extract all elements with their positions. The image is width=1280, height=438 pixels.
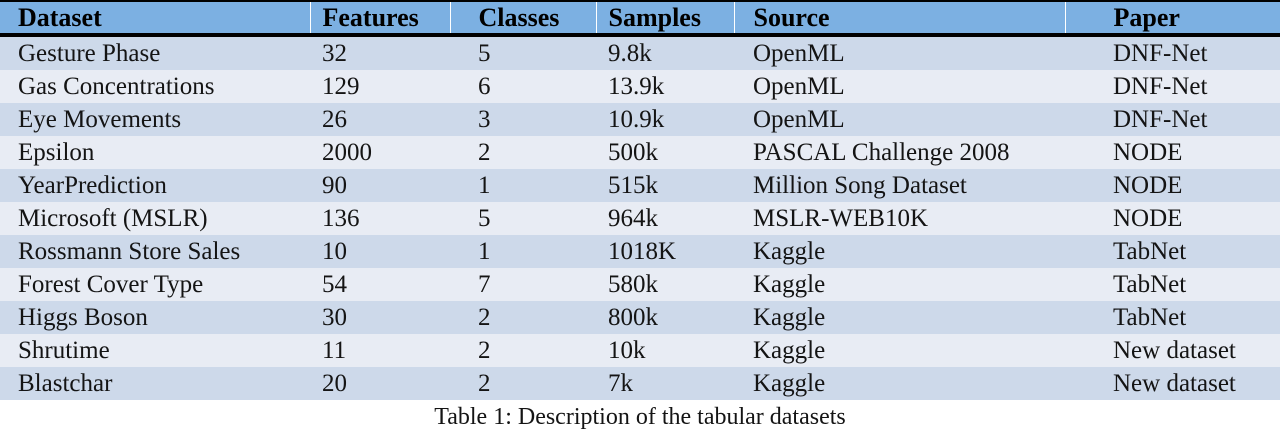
- cell-source: Million Song Dataset: [734, 169, 1065, 202]
- cell-classes: 7: [450, 268, 596, 301]
- cell-paper: NODE: [1065, 136, 1280, 169]
- cell-source: PASCAL Challenge 2008: [734, 136, 1065, 169]
- cell-features: 20: [310, 367, 450, 400]
- cell-classes: 5: [450, 33, 596, 70]
- cell-samples: 7k: [596, 367, 734, 400]
- cell-classes: 5: [450, 202, 596, 235]
- table-row: Eye Movements 26 3 10.9k OpenML DNF-Net: [0, 103, 1280, 136]
- cell-classes: 1: [450, 169, 596, 202]
- cell-source: OpenML: [734, 70, 1065, 103]
- table-row: YearPrediction 90 1 515k Million Song Datase…: [0, 169, 1280, 202]
- cell-samples: 964k: [596, 202, 734, 235]
- cell-samples: 800k: [596, 301, 734, 334]
- cell-features: 54: [310, 268, 450, 301]
- table-row: Microsoft (MSLR) 136 5 964k MSLR-WEB10K NODE: [0, 202, 1280, 235]
- table-row: Gesture Phase 32 5 9.8k OpenML DNF-Net: [0, 33, 1280, 70]
- cell-dataset: Eye Movements: [0, 103, 310, 136]
- table-row: Shrutime 11 2 10k Kaggle New dataset: [0, 334, 1280, 367]
- cell-classes: 3: [450, 103, 596, 136]
- table-row: Rossmann Store Sales 10 1 1018K Kaggle TabNet: [0, 235, 1280, 268]
- cell-source: Kaggle: [734, 235, 1065, 268]
- cell-source: MSLR-WEB10K: [734, 202, 1065, 235]
- cell-dataset: Blastchar: [0, 367, 310, 400]
- table-row: Gas Concentrations 129 6 13.9k OpenML DNF-Net: [0, 70, 1280, 103]
- cell-paper: NODE: [1065, 169, 1280, 202]
- column-header-paper: Paper: [1064, 0, 1280, 37]
- cell-dataset: Epsilon: [0, 136, 310, 169]
- cell-paper: TabNet: [1065, 235, 1280, 268]
- column-header-dataset: Dataset: [0, 0, 310, 37]
- cell-classes: 6: [450, 70, 596, 103]
- cell-source: Kaggle: [734, 367, 1065, 400]
- cell-classes: 2: [450, 136, 596, 169]
- cell-features: 90: [310, 169, 450, 202]
- cell-classes: 2: [450, 367, 596, 400]
- cell-source: Kaggle: [734, 301, 1065, 334]
- cell-features: 129: [310, 70, 450, 103]
- cell-samples: 1018K: [596, 235, 734, 268]
- cell-paper: New dataset: [1065, 367, 1280, 400]
- cell-source: Kaggle: [734, 334, 1065, 367]
- cell-source: OpenML: [734, 33, 1065, 70]
- cell-dataset: Gesture Phase: [0, 33, 310, 70]
- cell-features: 136: [310, 202, 450, 235]
- table-caption: Table 1: Description of the tabular data…: [434, 404, 846, 430]
- cell-paper: TabNet: [1065, 301, 1280, 334]
- cell-features: 30: [310, 301, 450, 334]
- cell-source: Kaggle: [734, 268, 1065, 301]
- cell-samples: 9.8k: [596, 33, 734, 70]
- cell-classes: 1: [450, 235, 596, 268]
- cell-samples: 10k: [596, 334, 734, 367]
- cell-samples: 515k: [596, 169, 734, 202]
- cell-samples: 500k: [596, 136, 734, 169]
- cell-dataset: Forest Cover Type: [0, 268, 310, 301]
- cell-features: 11: [310, 334, 450, 367]
- cell-samples: 580k: [596, 268, 734, 301]
- table-body: Gesture Phase 32 5 9.8k OpenML DNF-Net Gas Con…: [0, 33, 1280, 400]
- table-row: Blastchar 20 2 7k Kaggle New dataset: [0, 367, 1280, 400]
- cell-samples: 10.9k: [596, 103, 734, 136]
- datasets-table: Dataset Features Classes Samples Source Paper…: [0, 0, 1280, 400]
- cell-paper: DNF-Net: [1065, 103, 1280, 136]
- column-header-features: Features: [309, 0, 450, 37]
- table-row: Higgs Boson 30 2 800k Kaggle TabNet: [0, 301, 1280, 334]
- column-header-source: Source: [733, 0, 1065, 37]
- table-header: Dataset Features Classes Samples Source Paper: [0, 0, 1280, 37]
- cell-paper: DNF-Net: [1065, 33, 1280, 70]
- cell-paper: New dataset: [1065, 334, 1280, 367]
- column-header-classes: Classes: [449, 0, 596, 37]
- cell-paper: TabNet: [1065, 268, 1280, 301]
- cell-paper: NODE: [1065, 202, 1280, 235]
- column-header-samples: Samples: [595, 0, 734, 37]
- cell-dataset: Higgs Boson: [0, 301, 310, 334]
- cell-paper: DNF-Net: [1065, 70, 1280, 103]
- cell-samples: 13.9k: [596, 70, 734, 103]
- cell-classes: 2: [450, 301, 596, 334]
- table-row: Forest Cover Type 54 7 580k Kaggle TabNet: [0, 268, 1280, 301]
- cell-features: 10: [310, 235, 450, 268]
- cell-dataset: Microsoft (MSLR): [0, 202, 310, 235]
- cell-dataset: Shrutime: [0, 334, 310, 367]
- table-row: Epsilon 2000 2 500k PASCAL Challenge 2008 NOD…: [0, 136, 1280, 169]
- cell-features: 26: [310, 103, 450, 136]
- cell-features: 2000: [310, 136, 450, 169]
- cell-classes: 2: [450, 334, 596, 367]
- cell-source: OpenML: [734, 103, 1065, 136]
- header-row: Dataset Features Classes Samples Source Paper: [0, 0, 1280, 37]
- cell-dataset: Gas Concentrations: [0, 70, 310, 103]
- cell-dataset: Rossmann Store Sales: [0, 235, 310, 268]
- cell-features: 32: [310, 33, 450, 70]
- cell-dataset: YearPrediction: [0, 169, 310, 202]
